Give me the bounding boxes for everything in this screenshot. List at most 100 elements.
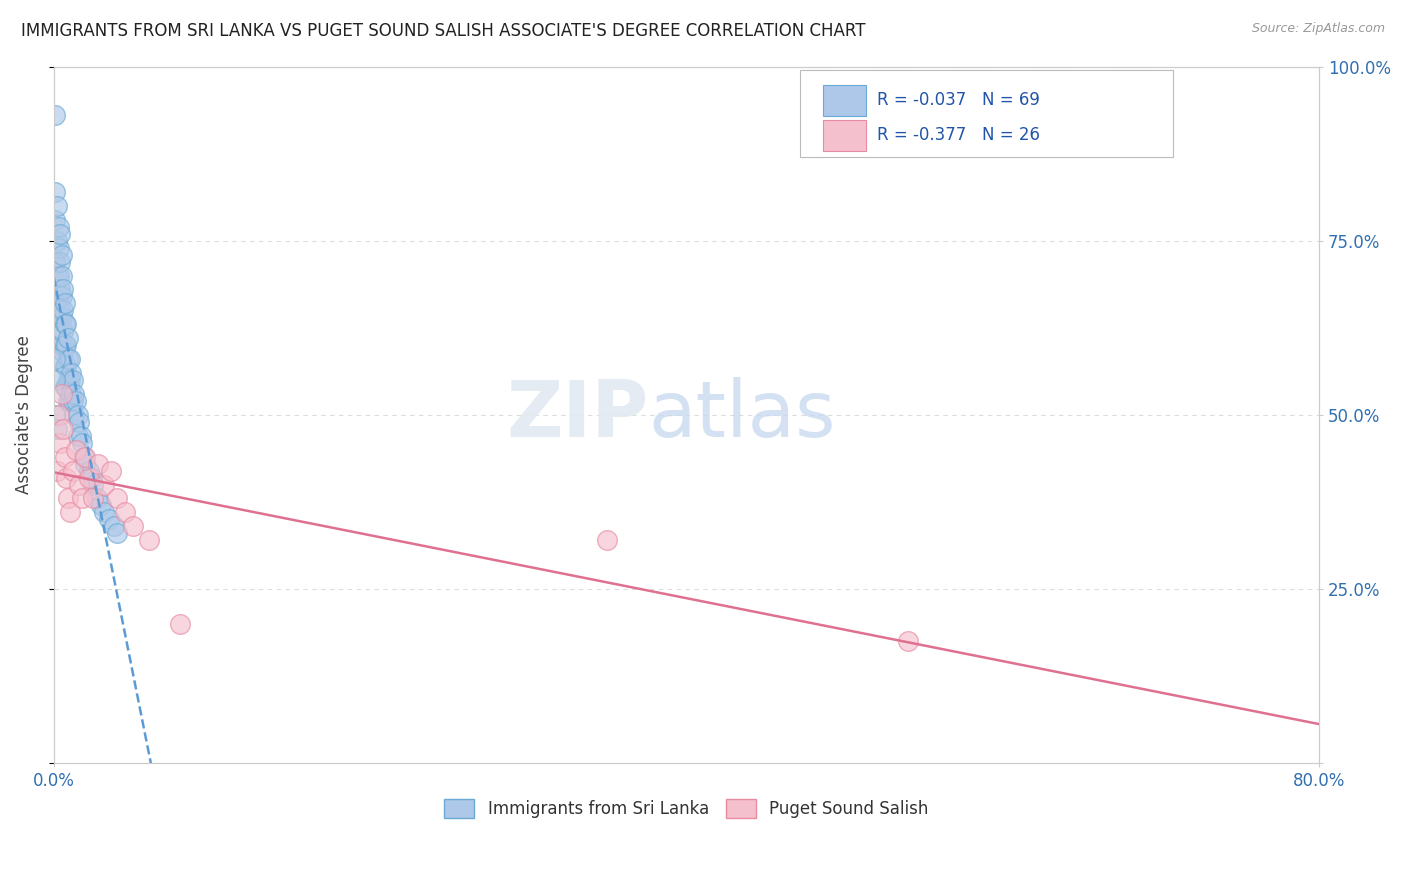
Point bbox=[596, 533, 619, 548]
Point bbox=[77, 464, 100, 478]
Point bbox=[46, 464, 69, 478]
Point bbox=[63, 408, 86, 422]
Point bbox=[44, 108, 66, 122]
Text: atlas: atlas bbox=[648, 376, 837, 453]
Point bbox=[56, 393, 79, 408]
Point bbox=[44, 408, 66, 422]
Point bbox=[80, 470, 103, 484]
Point bbox=[93, 477, 115, 491]
Point bbox=[72, 435, 94, 450]
Point bbox=[103, 519, 125, 533]
Text: Source: ZipAtlas.com: Source: ZipAtlas.com bbox=[1251, 22, 1385, 36]
Point bbox=[49, 303, 72, 318]
Point bbox=[53, 318, 76, 332]
Text: ZIP: ZIP bbox=[506, 376, 648, 453]
Point bbox=[49, 435, 72, 450]
Point bbox=[48, 241, 70, 255]
Point bbox=[86, 491, 108, 506]
Point bbox=[52, 283, 75, 297]
Point bbox=[52, 303, 75, 318]
Point bbox=[55, 380, 77, 394]
Point bbox=[46, 234, 69, 248]
Point bbox=[114, 505, 136, 519]
Point bbox=[56, 373, 79, 387]
Point bbox=[73, 450, 96, 464]
Point bbox=[59, 352, 82, 367]
Point bbox=[60, 366, 83, 380]
Point bbox=[138, 533, 160, 548]
Point bbox=[65, 393, 87, 408]
Point bbox=[48, 268, 70, 283]
Point bbox=[63, 387, 86, 401]
Point bbox=[62, 464, 84, 478]
Point bbox=[67, 415, 90, 429]
Point bbox=[897, 634, 920, 648]
Text: R = -0.377   N = 26: R = -0.377 N = 26 bbox=[877, 126, 1040, 145]
Text: R = -0.037   N = 69: R = -0.037 N = 69 bbox=[877, 91, 1040, 109]
Point bbox=[75, 457, 97, 471]
Point bbox=[53, 296, 76, 310]
Point bbox=[46, 268, 69, 283]
Point bbox=[56, 491, 79, 506]
Point bbox=[48, 310, 70, 325]
Text: IMMIGRANTS FROM SRI LANKA VS PUGET SOUND SALISH ASSOCIATE'S DEGREE CORRELATION C: IMMIGRANTS FROM SRI LANKA VS PUGET SOUND… bbox=[21, 22, 866, 40]
Point bbox=[105, 491, 128, 506]
Point bbox=[49, 324, 72, 338]
Point bbox=[100, 464, 122, 478]
Point bbox=[77, 470, 100, 484]
Point bbox=[44, 373, 66, 387]
Point bbox=[93, 505, 115, 519]
Point bbox=[82, 491, 104, 506]
Point bbox=[53, 338, 76, 352]
Point bbox=[67, 477, 90, 491]
FancyBboxPatch shape bbox=[800, 70, 1174, 157]
Point bbox=[60, 387, 83, 401]
Point bbox=[44, 212, 66, 227]
Point bbox=[52, 345, 75, 359]
Point bbox=[87, 457, 110, 471]
Point bbox=[55, 359, 77, 373]
FancyBboxPatch shape bbox=[823, 86, 866, 116]
Point bbox=[122, 519, 145, 533]
Point bbox=[98, 512, 121, 526]
Point bbox=[55, 470, 77, 484]
Point bbox=[51, 338, 73, 352]
Point bbox=[59, 373, 82, 387]
Point bbox=[75, 450, 97, 464]
Point bbox=[66, 429, 89, 443]
Point bbox=[46, 422, 69, 436]
Point bbox=[52, 422, 75, 436]
Point bbox=[44, 185, 66, 199]
Point bbox=[51, 289, 73, 303]
Point bbox=[169, 616, 191, 631]
Point bbox=[46, 199, 69, 213]
Point bbox=[48, 408, 70, 422]
Y-axis label: Associate's Degree: Associate's Degree bbox=[15, 335, 32, 494]
Point bbox=[72, 491, 94, 506]
Point bbox=[53, 450, 76, 464]
Point bbox=[52, 324, 75, 338]
Point bbox=[49, 254, 72, 268]
Point bbox=[105, 526, 128, 541]
Point bbox=[48, 219, 70, 234]
Point bbox=[55, 338, 77, 352]
Point bbox=[56, 331, 79, 345]
Point bbox=[48, 289, 70, 303]
Point bbox=[62, 393, 84, 408]
Point bbox=[69, 429, 91, 443]
Point bbox=[82, 477, 104, 491]
Point bbox=[51, 268, 73, 283]
Point bbox=[62, 373, 84, 387]
Point bbox=[51, 247, 73, 261]
Point bbox=[49, 283, 72, 297]
Point bbox=[66, 408, 89, 422]
Point bbox=[53, 380, 76, 394]
Point bbox=[59, 505, 82, 519]
Legend: Immigrants from Sri Lanka, Puget Sound Salish: Immigrants from Sri Lanka, Puget Sound S… bbox=[437, 792, 935, 824]
Point bbox=[53, 359, 76, 373]
Point bbox=[65, 442, 87, 457]
Point bbox=[90, 499, 112, 513]
Point bbox=[44, 352, 66, 367]
Point bbox=[49, 227, 72, 241]
Point bbox=[56, 352, 79, 367]
